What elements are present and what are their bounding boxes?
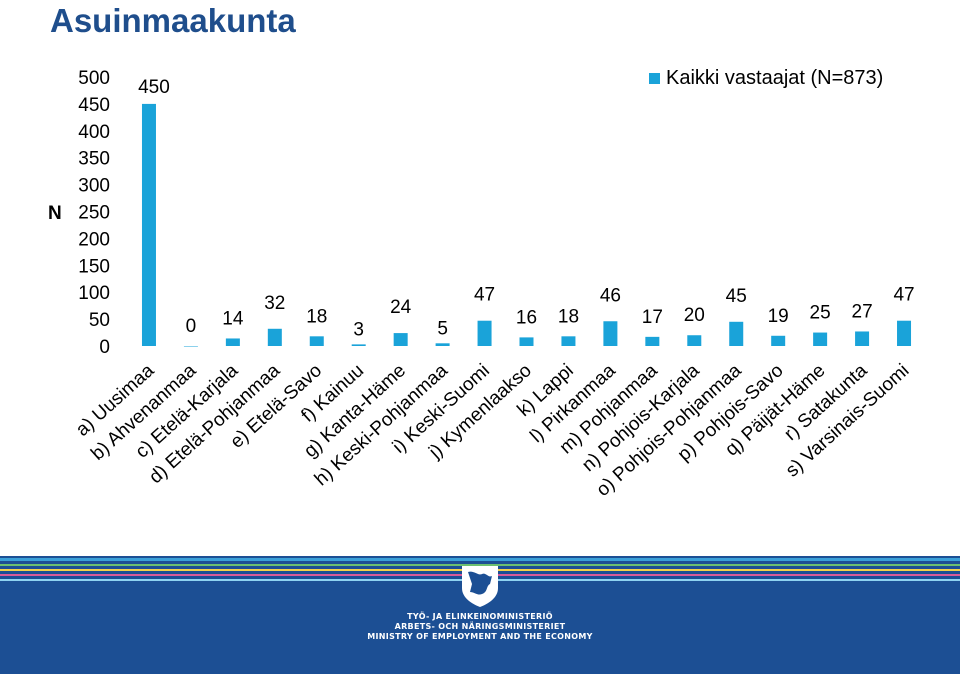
legend: Kaikki vastaajat (N=873) <box>649 67 883 89</box>
y-tick-label: 400 <box>78 122 110 143</box>
y-tick-label: 450 <box>78 95 110 116</box>
footer-ministry-sv: ARBETS- OCH NÄRINGSMINISTERIET <box>394 622 566 631</box>
bar <box>225 338 240 346</box>
value-label: 20 <box>684 305 705 326</box>
value-label: 32 <box>264 293 285 314</box>
value-label: 45 <box>726 286 747 307</box>
value-label: 3 <box>353 319 364 340</box>
value-label: 18 <box>306 306 327 327</box>
legend-swatch <box>649 73 660 84</box>
y-tick-label: 250 <box>78 203 110 224</box>
value-label: 46 <box>600 285 621 306</box>
y-axis-label: N <box>48 203 62 224</box>
value-label: 5 <box>437 318 448 339</box>
y-tick-label: 150 <box>78 256 110 277</box>
legend-label: Kaikki vastaajat (N=873) <box>666 67 883 89</box>
value-label: 25 <box>810 303 831 324</box>
finnish-lion-coat-of-arms-icon <box>462 566 498 607</box>
y-tick-label: 50 <box>89 310 110 331</box>
y-tick-label: 350 <box>78 149 110 170</box>
bar <box>183 346 198 347</box>
bar <box>687 335 702 346</box>
bar <box>855 331 870 346</box>
value-label: 14 <box>222 308 244 329</box>
bar-series <box>141 103 912 347</box>
value-label: 450 <box>138 77 170 98</box>
bar <box>267 328 282 346</box>
value-label: 0 <box>186 316 197 337</box>
value-label: 16 <box>516 307 537 328</box>
value-label: 19 <box>768 306 789 327</box>
bar <box>603 321 618 346</box>
bar <box>771 335 786 346</box>
footer-ministry-fi: TYÖ- JA ELINKEINOMINISTERIÖ <box>407 612 553 621</box>
y-tick-label: 100 <box>78 283 110 304</box>
bar <box>393 333 408 346</box>
value-label: 24 <box>390 297 412 318</box>
bar <box>477 320 492 346</box>
bar <box>351 344 366 346</box>
y-tick-label: 0 <box>99 337 110 358</box>
bar <box>729 321 744 346</box>
value-labels: 450 0 14 32 18 3 24 5 47 16 18 46 17 20 45 19 25 27 47 <box>138 77 914 340</box>
value-label: 47 <box>474 285 495 306</box>
value-label: 18 <box>558 306 579 327</box>
y-tick-label: 200 <box>78 229 110 250</box>
bar <box>519 337 534 346</box>
bar <box>561 336 576 346</box>
bar <box>435 343 450 346</box>
bar <box>141 103 156 347</box>
value-label: 27 <box>852 301 873 322</box>
value-label: 17 <box>642 307 663 328</box>
bar <box>309 336 324 346</box>
footer-ministry-en: MINISTRY OF EMPLOYMENT AND THE ECONOMY <box>367 632 593 641</box>
y-axis: 0 50 100 150 200 250 300 350 400 450 500 <box>78 68 110 358</box>
bar <box>813 332 828 346</box>
bar <box>897 320 912 346</box>
bar <box>645 336 660 346</box>
y-tick-label: 300 <box>78 176 110 197</box>
value-label: 47 <box>893 285 914 306</box>
page-title: Asuinmaakunta <box>50 2 296 39</box>
bar-chart: 0 50 100 150 200 250 300 350 400 450 500 450 0 14 32 1… <box>48 67 915 501</box>
y-tick-label: 500 <box>78 68 110 89</box>
